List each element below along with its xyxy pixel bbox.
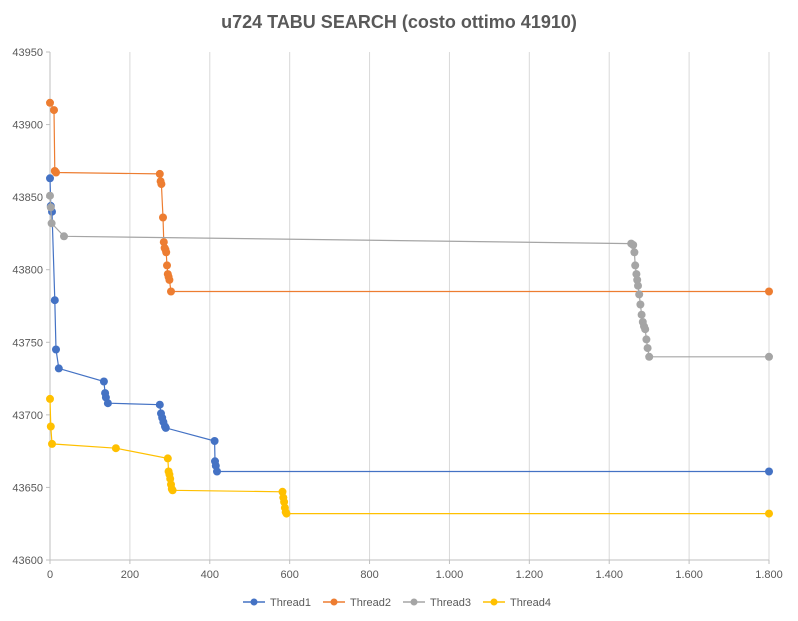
data-point-thread3 [645, 352, 654, 361]
data-point-thread3 [60, 232, 68, 241]
data-point-thread2 [163, 261, 171, 270]
data-point-thread1 [155, 400, 164, 409]
data-point-thread4 [48, 439, 56, 448]
data-point-thread2 [159, 213, 167, 222]
data-point-thread2 [167, 287, 175, 296]
data-point-thread3 [629, 241, 638, 249]
data-point-thread2 [155, 169, 164, 178]
data-point-thread3 [630, 248, 639, 257]
data-point-thread2 [165, 275, 174, 284]
legend-item-thread1: Thread1 [243, 597, 311, 609]
data-point-thread3 [637, 310, 646, 319]
legend-swatch-marker [410, 598, 418, 606]
legend-label: Thread1 [270, 597, 311, 609]
data-point-thread1 [54, 364, 63, 373]
data-point-thread4 [168, 486, 177, 495]
legend-item-thread4: Thread4 [483, 597, 551, 609]
data-point-thread3 [47, 219, 56, 228]
data-point-thread2 [50, 106, 58, 115]
data-point-thread2 [52, 168, 60, 177]
series-line-thread2 [49, 102, 769, 293]
data-point-thread2 [765, 287, 773, 296]
data-point-thread3 [631, 261, 640, 270]
legend-label: Thread3 [430, 597, 471, 609]
data-point-thread2 [46, 98, 54, 107]
x-tick-label: 1.400 [595, 569, 623, 581]
y-tick-label: 43600 [12, 555, 43, 567]
data-point-thread3 [643, 344, 652, 353]
legend-swatch-marker [330, 598, 338, 606]
data-point-thread3 [765, 352, 773, 361]
x-tick-label: 1.200 [516, 569, 544, 581]
y-tick-label: 43950 [12, 47, 43, 59]
series-line-thread3 [49, 195, 769, 358]
y-tick-label: 43800 [12, 265, 43, 277]
y-tick-label: 43650 [12, 482, 43, 494]
data-point-thread1 [50, 296, 59, 305]
data-point-thread4 [46, 422, 55, 431]
legend-item-thread3: Thread3 [403, 597, 471, 609]
data-point-thread1 [210, 437, 219, 445]
legend-item-thread2: Thread2 [323, 597, 391, 609]
x-tick-label: 200 [121, 569, 139, 581]
chart-title: u724 TABU SEARCH (costo ottimo 41910) [221, 12, 577, 32]
data-point-thread4 [111, 444, 120, 453]
data-point-thread1 [103, 399, 112, 408]
data-point-thread3 [634, 281, 642, 290]
y-tick-label: 43700 [12, 410, 43, 422]
legend-swatch-marker [490, 598, 498, 606]
series-line-thread1 [49, 178, 769, 473]
data-point-thread3 [635, 290, 644, 299]
data-point-thread3 [46, 203, 55, 212]
legend-label: Thread4 [510, 597, 551, 609]
data-point-thread1 [161, 423, 170, 432]
x-tick-label: 400 [201, 569, 219, 581]
series-thread3 [46, 191, 773, 361]
data-point-thread4 [282, 509, 291, 518]
data-point-thread1 [765, 467, 773, 476]
legend-label: Thread2 [350, 597, 391, 609]
x-tick-label: 0 [47, 569, 53, 581]
y-tick-label: 43750 [12, 337, 43, 349]
x-tick-label: 1.000 [436, 569, 464, 581]
data-point-thread4 [765, 509, 773, 518]
x-tick-label: 800 [360, 569, 378, 581]
data-point-thread3 [636, 300, 645, 309]
data-point-thread3 [46, 191, 54, 200]
x-tick-label: 1.600 [675, 569, 703, 581]
data-point-thread3 [642, 335, 651, 344]
data-point-thread3 [641, 325, 650, 334]
data-point-thread1 [52, 345, 60, 354]
data-point-thread4 [46, 394, 54, 403]
data-point-thread1 [99, 377, 108, 386]
y-tick-label: 43850 [12, 192, 43, 204]
series-line-thread4 [49, 398, 769, 515]
legend-swatch-marker [250, 598, 258, 606]
series-thread2 [46, 98, 773, 296]
series-thread4 [46, 394, 773, 518]
data-point-thread1 [213, 467, 221, 476]
y-tick-label: 43900 [12, 120, 43, 132]
data-point-thread4 [163, 454, 172, 463]
x-tick-label: 600 [280, 569, 298, 581]
x-tick-label: 1.800 [755, 569, 783, 581]
data-point-thread2 [162, 248, 171, 257]
series-thread1 [46, 174, 773, 476]
data-point-thread1 [46, 174, 54, 183]
data-point-thread2 [157, 180, 166, 189]
